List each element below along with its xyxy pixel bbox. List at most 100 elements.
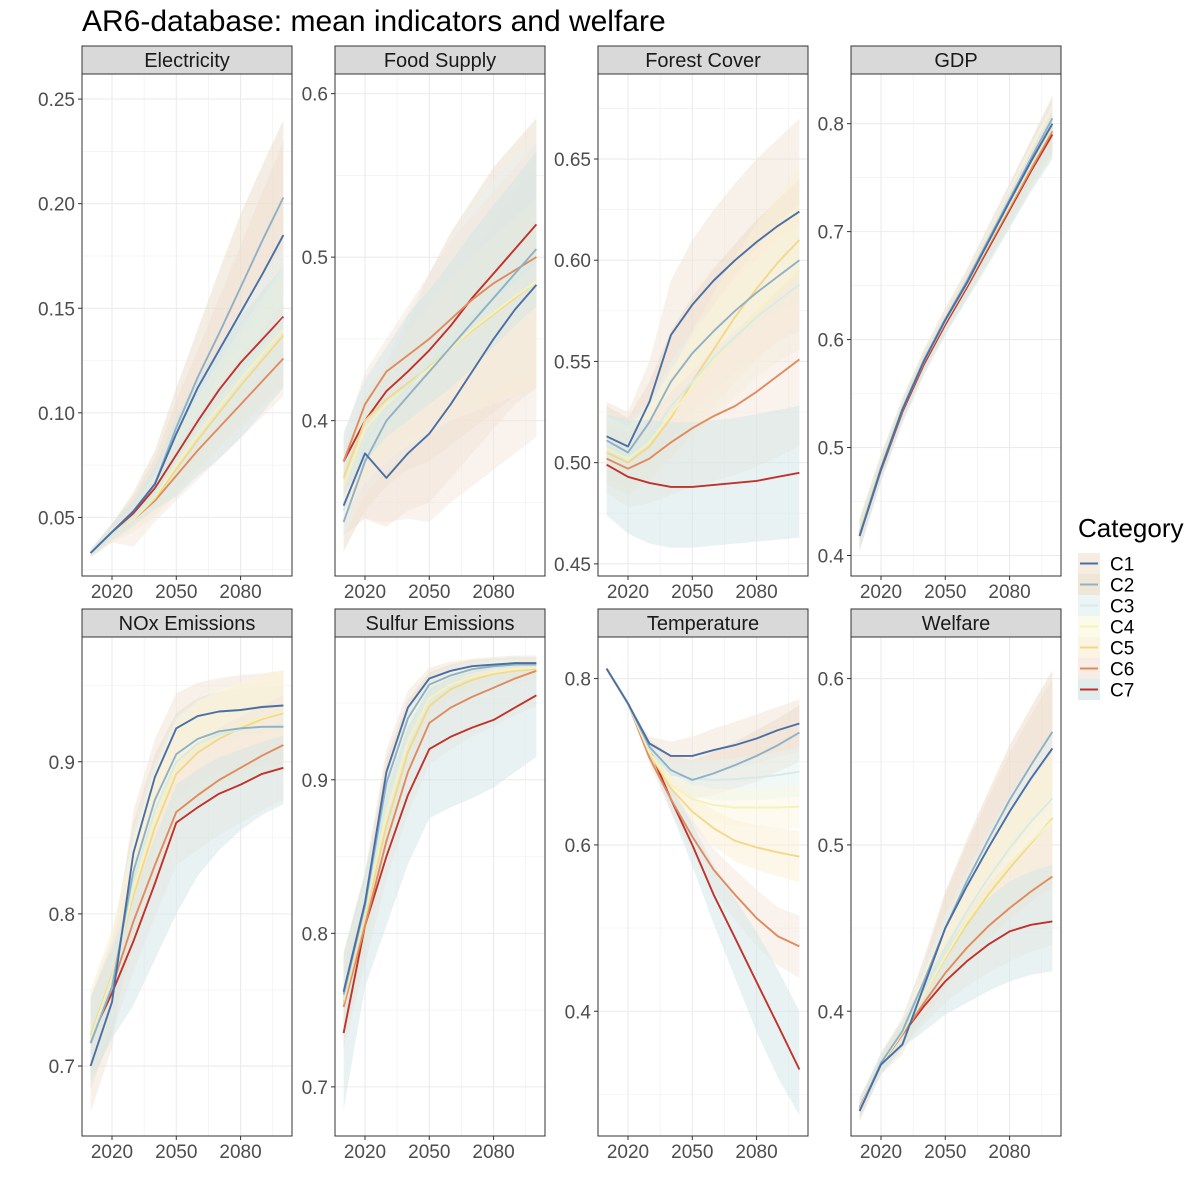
- panel-food-supply-line-c2: [342, 248, 538, 523]
- panel-sulfur-emissions-band-c2: [343, 657, 537, 1037]
- panel-gdp-xtick-label: 2050: [924, 582, 966, 603]
- panel-gdp-ytick-label: 0.4: [818, 546, 845, 567]
- panel-temperature-lines: [605, 668, 801, 1070]
- panel-forest-cover-line-c3: [606, 283, 800, 458]
- panel-temperature-bands: [606, 668, 800, 1116]
- panel-welfare-ytick-label: 0.5: [818, 836, 844, 857]
- legend-label-c3: C3: [1110, 597, 1134, 618]
- panel-electricity-ytick-label: 0.25: [38, 90, 75, 111]
- panel-sulfur-emissions-line-c7: [342, 694, 537, 1034]
- panel-forest-cover-ytick-label: 0.60: [554, 251, 591, 272]
- panel-nox-emissions-band-c7: [90, 735, 284, 1082]
- panel-forest-cover-lines: [606, 210, 801, 488]
- panel-electricity-line-c3: [89, 318, 285, 554]
- panel-food-supply-line-c3: [342, 259, 538, 511]
- panel-temperature-band-c5: [606, 668, 800, 883]
- panel-food-supply: Food Supply 0.4 0.5 0.6 2020 2050 2080: [302, 45, 546, 603]
- panel-sulfur-emissions-line-c6: [342, 669, 537, 1008]
- panel-food-supply-strip-label: Food Supply: [384, 50, 496, 72]
- panel-electricity-xtick-label: 2080: [219, 582, 261, 603]
- panel-forest-cover-band-c7: [606, 406, 800, 548]
- panel-electricity-xtick-label: 2020: [91, 582, 133, 603]
- panel-food-supply-border: [334, 73, 546, 577]
- panel-gdp-ytick-label: 0.8: [818, 115, 844, 136]
- panel-gdp-lines: [858, 117, 1054, 537]
- panel-sulfur-emissions-border: [334, 636, 546, 1137]
- panel-welfare-xtick-label: 2020: [860, 1142, 902, 1163]
- panel-nox-emissions-line-c7: [89, 766, 284, 1040]
- panel-electricity-strip-label: Electricity: [144, 50, 230, 72]
- panel-nox-emissions-border: [81, 636, 293, 1137]
- panel-food-supply-ytick-label: 0.4: [302, 412, 329, 433]
- panel-temperature-xtick-label: 2080: [735, 1142, 777, 1163]
- panel-electricity-ytick-label: 0.10: [38, 404, 75, 425]
- panel-welfare-ytick-label: 0.6: [818, 670, 844, 691]
- panel-welfare-ytick-label: 0.4: [818, 1002, 845, 1023]
- panel-nox-emissions-line-c1: [89, 704, 284, 1067]
- panel-temperature-xtick-label: 2050: [671, 1142, 713, 1163]
- panel-gdp-ytick-label: 0.6: [818, 331, 844, 352]
- panel-temperature: Temperature 0.4 0.6 0.8 2020 2050 2080: [565, 608, 809, 1163]
- panel-forest-cover-ytick-label: 0.50: [554, 454, 591, 475]
- panel-forest-cover-line-c7: [606, 463, 800, 488]
- panel-electricity-ytick-label: 0.20: [38, 195, 75, 216]
- panel-food-supply-band-c7: [343, 150, 537, 495]
- panel-gdp-strip: [850, 45, 1062, 75]
- panel-food-supply-xtick-label: 2050: [408, 582, 450, 603]
- panel-electricity-line-c1: [89, 234, 285, 554]
- panel-welfare-strip-label: Welfare: [922, 613, 991, 635]
- panel-electricity-ytick-label: 0.15: [38, 299, 75, 320]
- chart-title: AR6-database: mean indicators and welfar…: [82, 5, 666, 38]
- panel-sulfur-emissions: Sulfur Emissions 0.7 0.8 0.9 2020 2050 2080: [302, 608, 546, 1163]
- panel-sulfur-emissions-ytick-label: 0.8: [302, 924, 328, 945]
- panel-forest-cover-strip-label: Forest Cover: [645, 50, 761, 72]
- legend-label-c6: C6: [1110, 660, 1134, 681]
- panel-electricity-ytick-label: 0.05: [38, 508, 75, 529]
- panel-nox-emissions-xtick-label: 2050: [155, 1142, 197, 1163]
- panel-forest-cover: Forest Cover 0.45 0.50 0.55 0.60 0.65 2020 2050…: [554, 45, 809, 603]
- panel-temperature-band-c7: [606, 668, 800, 1116]
- panel-temperature-strip-label: Temperature: [647, 613, 759, 635]
- panel-temperature-band-c3: [606, 668, 800, 801]
- panel-welfare-line-c2: [858, 731, 1054, 1112]
- panel-forest-cover-line-c4: [606, 269, 801, 460]
- panel-food-supply-xtick-label: 2080: [472, 582, 514, 603]
- panel-nox-emissions-ytick-label: 0.8: [49, 905, 75, 926]
- panel-welfare: Welfare 0.4 0.5 0.6 2020 2050 2080: [818, 608, 1062, 1163]
- panel-gdp-strip-label: GDP: [934, 50, 977, 72]
- legend-label-c4: C4: [1110, 618, 1135, 639]
- panel-gdp-line-c1: [858, 123, 1054, 537]
- panel-sulfur-emissions-ytick-label: 0.7: [302, 1078, 328, 1099]
- panel-sulfur-emissions-xtick-label: 2020: [344, 1142, 386, 1163]
- panel-nox-emissions-strip-label: NOx Emissions: [119, 613, 256, 635]
- panel-electricity-band-c2: [90, 120, 284, 556]
- legend-item-c3: C3: [1078, 595, 1134, 618]
- panel-sulfur-emissions-lines: [342, 662, 537, 1034]
- panel-sulfur-emissions-line-c1: [342, 662, 537, 992]
- panel-forest-cover-ytick-label: 0.45: [554, 555, 591, 576]
- panel-food-supply-ytick-label: 0.6: [302, 85, 328, 106]
- panel-gdp-ytick-label: 0.7: [818, 223, 844, 244]
- panel-forest-cover-ytick-label: 0.55: [554, 352, 591, 373]
- panel-sulfur-emissions-strip-label: Sulfur Emissions: [366, 613, 515, 635]
- panel-nox-emissions-xtick-label: 2080: [219, 1142, 261, 1163]
- panel-sulfur-emissions-line-c2: [342, 663, 537, 995]
- panel-electricity-strip: [81, 45, 293, 75]
- panel-welfare-line-c1: [858, 747, 1054, 1112]
- panel-food-supply-line-c6: [342, 256, 537, 462]
- panel-electricity-grid: [82, 74, 292, 576]
- panel-welfare-strip: [850, 608, 1062, 638]
- panel-temperature-ytick-label: 0.4: [565, 1002, 592, 1023]
- panel-nox-emissions-line-c6: [89, 744, 284, 1044]
- legend-item-c5: C5: [1078, 637, 1134, 660]
- panel-temperature-band-c4: [606, 668, 800, 829]
- panel-nox-emissions-ytick-label: 0.9: [49, 753, 75, 774]
- panel-nox-emissions-lines: [89, 704, 284, 1067]
- panel-forest-cover-xtick-label: 2050: [671, 582, 713, 603]
- panel-sulfur-emissions-band-c7: [343, 664, 537, 1110]
- panel-food-supply-ytick-label: 0.5: [302, 248, 328, 269]
- legend-item-c4: C4: [1078, 616, 1135, 639]
- panel-gdp-xtick-label: 2080: [988, 582, 1030, 603]
- panel-temperature-ytick-label: 0.8: [565, 670, 591, 691]
